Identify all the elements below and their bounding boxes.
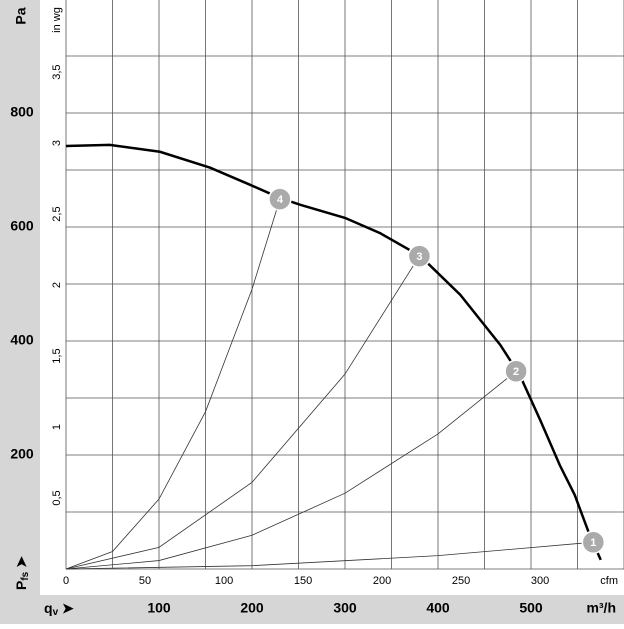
y2-tick-label: 1,5 (51, 348, 63, 363)
y-label: Pfs ➤ (13, 556, 31, 590)
x2-tick-label: 200 (373, 575, 391, 587)
y2-tick-label: 2 (51, 282, 63, 288)
operating-point-label: 1 (590, 537, 596, 549)
x-label: qv ➤ (44, 600, 74, 618)
left-band (0, 0, 40, 624)
fan-curve (65, 143, 602, 561)
y-label-sub: fs (20, 571, 31, 580)
x-label-sub: v (53, 607, 59, 618)
y2-tick-label: 3,5 (51, 64, 63, 79)
operating-point (581, 530, 606, 554)
x-tick-label: 400 (426, 600, 450, 616)
x2-tick-label: 0 (63, 575, 69, 587)
system-curve (65, 370, 517, 570)
operating-point (504, 359, 528, 383)
x-tick-label: 200 (240, 600, 264, 616)
x2-tick-label: 100 (215, 575, 233, 587)
x2-tick-label: 250 (452, 575, 470, 587)
bottom-band (0, 595, 624, 624)
operating-point-label: 3 (416, 251, 422, 263)
y2-unit: in wg (51, 7, 63, 33)
x-unit: m³/h (586, 600, 616, 616)
operating-point-label: 4 (277, 194, 284, 206)
y-tick-label: 600 (10, 218, 34, 234)
y2-tick-label: 1 (51, 424, 63, 430)
y2-tick-label: 3 (51, 140, 63, 146)
y-tick-label: 200 (10, 446, 34, 462)
y-tick-label: 800 (10, 104, 34, 120)
x-tick-label: 300 (333, 600, 357, 616)
operating-point (268, 187, 292, 211)
operating-point-label: 2 (513, 366, 519, 378)
y-tick-label: 400 (10, 332, 34, 348)
arrow: ➤ (58, 600, 74, 616)
x2-tick-label: 150 (294, 575, 312, 587)
y-unit: Pa (13, 7, 29, 24)
x2-tick-label: 300 (531, 575, 549, 587)
x-tick-label: 500 (519, 600, 543, 616)
arrow: ➤ (13, 556, 29, 572)
system-curve (65, 198, 281, 570)
x-tick-label: 100 (147, 600, 171, 616)
system-curve (65, 541, 594, 570)
operating-point (407, 244, 432, 268)
x-label-main: q (44, 600, 53, 616)
y2-tick-label: 2,5 (51, 206, 63, 221)
x2-tick-label: 50 (139, 575, 151, 587)
system-curve (65, 255, 420, 570)
y2-tick-label: 0,5 (51, 490, 63, 505)
y-label-main: P (13, 581, 29, 590)
x2-unit: cfm (600, 575, 618, 587)
